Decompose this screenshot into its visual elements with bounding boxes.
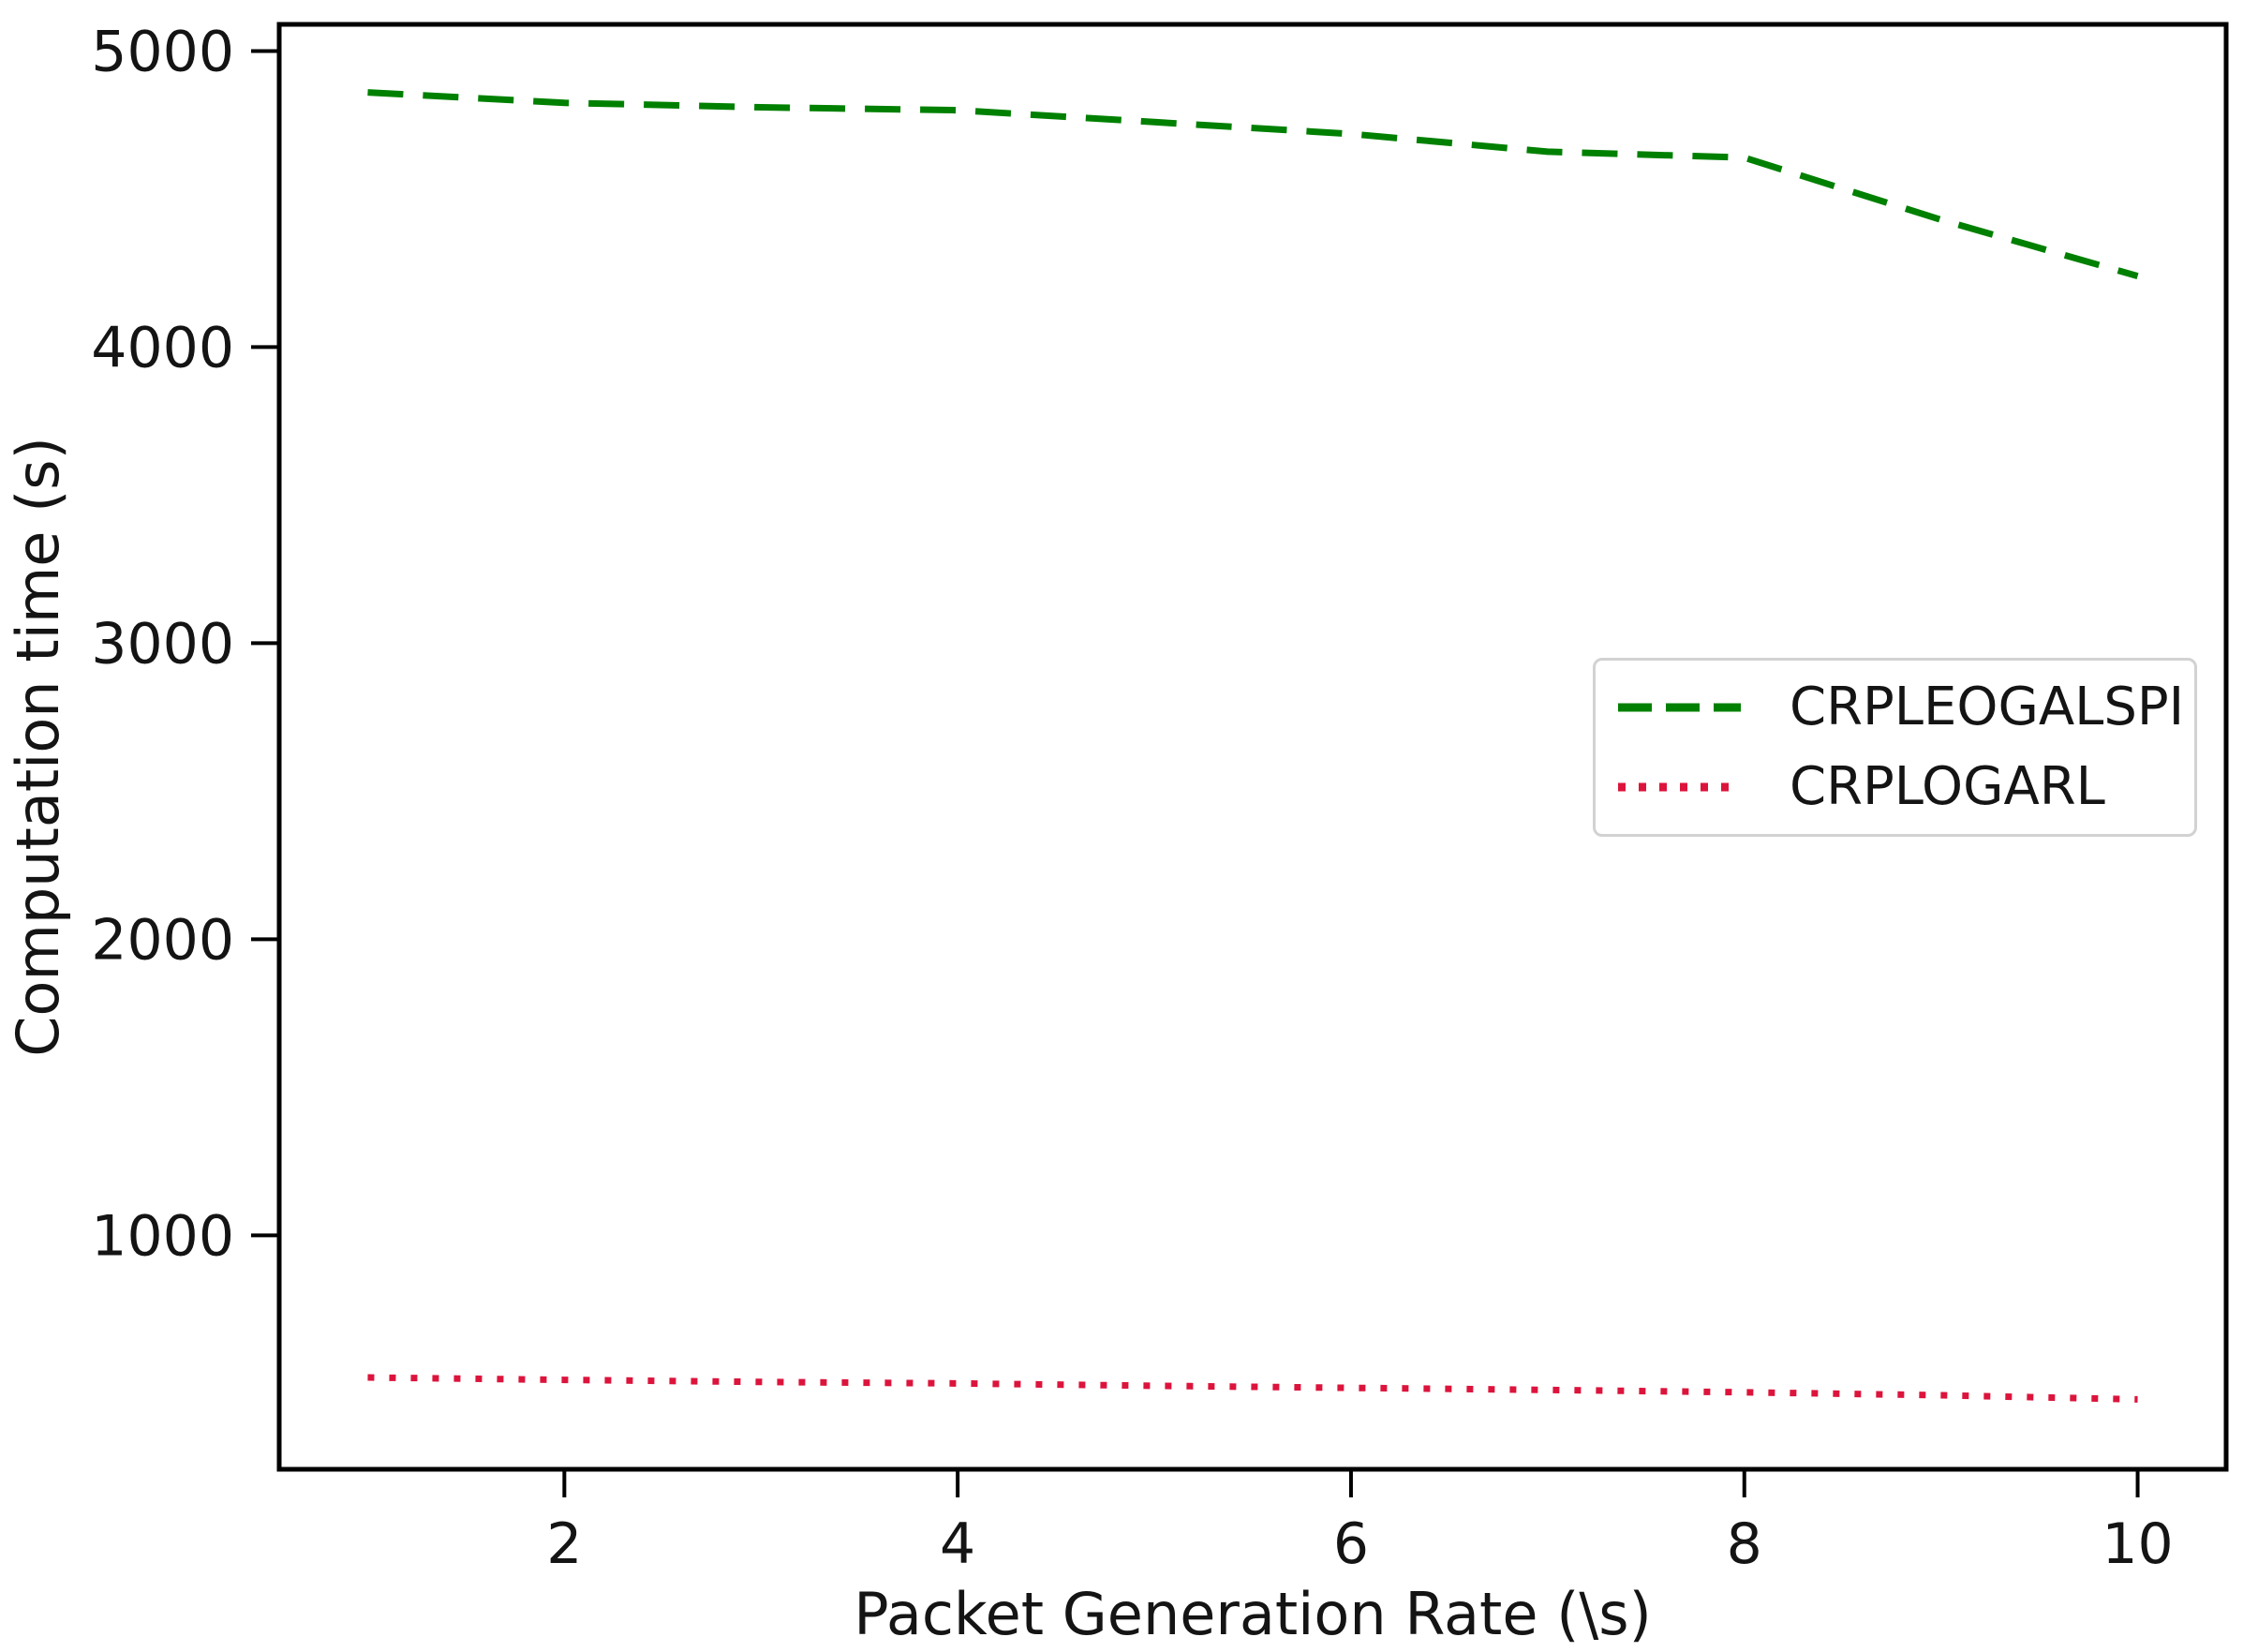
x-tick-label: 8	[1727, 1511, 1762, 1577]
y-tick-label: 2000	[91, 907, 234, 973]
legend: CRPLEOGALSPI CRPLOGARL	[1593, 658, 2197, 837]
x-axis-label: Packet Generation Rate (\s)	[854, 1580, 1652, 1648]
x-tick-label: 4	[940, 1511, 975, 1577]
legend-label: CRPLEOGALSPI	[1790, 677, 2185, 738]
y-tick-label: 5000	[91, 19, 234, 84]
x-tick-label: 2	[546, 1511, 582, 1577]
legend-label: CRPLOGARL	[1790, 755, 2105, 817]
y-tick-label: 1000	[91, 1203, 234, 1269]
y-tick-label: 3000	[91, 611, 234, 677]
series-line-crplogarl	[367, 1374, 2138, 1403]
x-tick-label: 6	[1333, 1511, 1369, 1577]
x-axis-ticks: 2 4 6 8 10	[546, 1471, 2174, 1577]
y-tick-label: 4000	[91, 315, 234, 380]
x-tick-label: 10	[2102, 1511, 2173, 1577]
y-axis-label: Computation time (s)	[4, 437, 72, 1057]
y-axis-ticks: 1000 2000 3000 4000 5000	[91, 19, 277, 1269]
legend-sample-dashed-icon	[1618, 703, 1741, 712]
legend-sample-dotted-icon	[1618, 782, 1741, 792]
series-line-crpleogalspi	[367, 89, 2139, 279]
legend-item-crplogarl: CRPLOGARL	[1616, 755, 2194, 817]
plot-area	[276, 22, 2229, 1472]
legend-item-crpleogalspi: CRPLEOGALSPI	[1616, 681, 2194, 734]
